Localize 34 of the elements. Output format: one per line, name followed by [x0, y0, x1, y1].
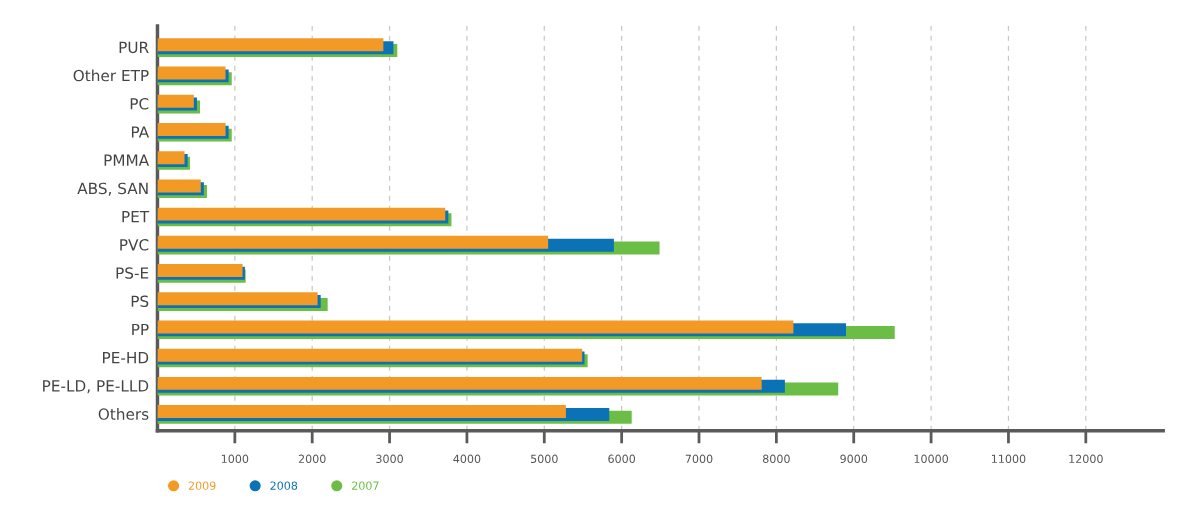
legend-label: 2007 — [352, 481, 379, 490]
bar — [157, 405, 566, 419]
legend-label: 2009 — [188, 481, 216, 490]
x-tick-label: 3000 — [376, 454, 403, 463]
x-tick-label: 1000 — [221, 454, 249, 463]
x-tick-label: 7000 — [685, 454, 713, 463]
y-tick-label: PVC — [120, 239, 149, 251]
x-tick-label: 10000 — [914, 454, 949, 463]
y-tick-label: PS-E — [116, 267, 149, 279]
x-tick-label: 12000 — [1069, 454, 1103, 463]
x-tick-label: 9000 — [840, 454, 868, 463]
y-tick-label: PC — [130, 97, 149, 110]
y-tick-label: Others — [98, 408, 149, 420]
y-tick-label: PE-LD, PE-LLD — [43, 380, 149, 394]
x-tick-label: 6000 — [608, 454, 636, 463]
bar — [157, 376, 762, 390]
y-tick-label: PUR — [119, 41, 149, 54]
bar — [157, 320, 794, 334]
x-tick-label: 4000 — [453, 454, 481, 463]
x-tick-label: 11000 — [992, 454, 1026, 463]
y-tick-label: PET — [122, 211, 150, 223]
legend-label: 2008 — [270, 481, 298, 490]
y-tick-label: PS — [131, 295, 149, 308]
x-tick-label: 2000 — [298, 454, 326, 463]
y-tick-label: Other ETP — [73, 69, 149, 82]
y-tick-label: PA — [131, 126, 150, 138]
bar — [157, 38, 384, 52]
y-tick-label: PMMA — [104, 154, 150, 166]
x-tick-label: 8000 — [762, 454, 790, 463]
y-tick-label: PP — [132, 323, 149, 336]
bar — [157, 235, 549, 249]
y-tick-label: ABS, SAN — [77, 182, 148, 196]
x-tick-label: 5000 — [531, 454, 558, 463]
y-tick-label: PE-HD — [103, 352, 149, 364]
